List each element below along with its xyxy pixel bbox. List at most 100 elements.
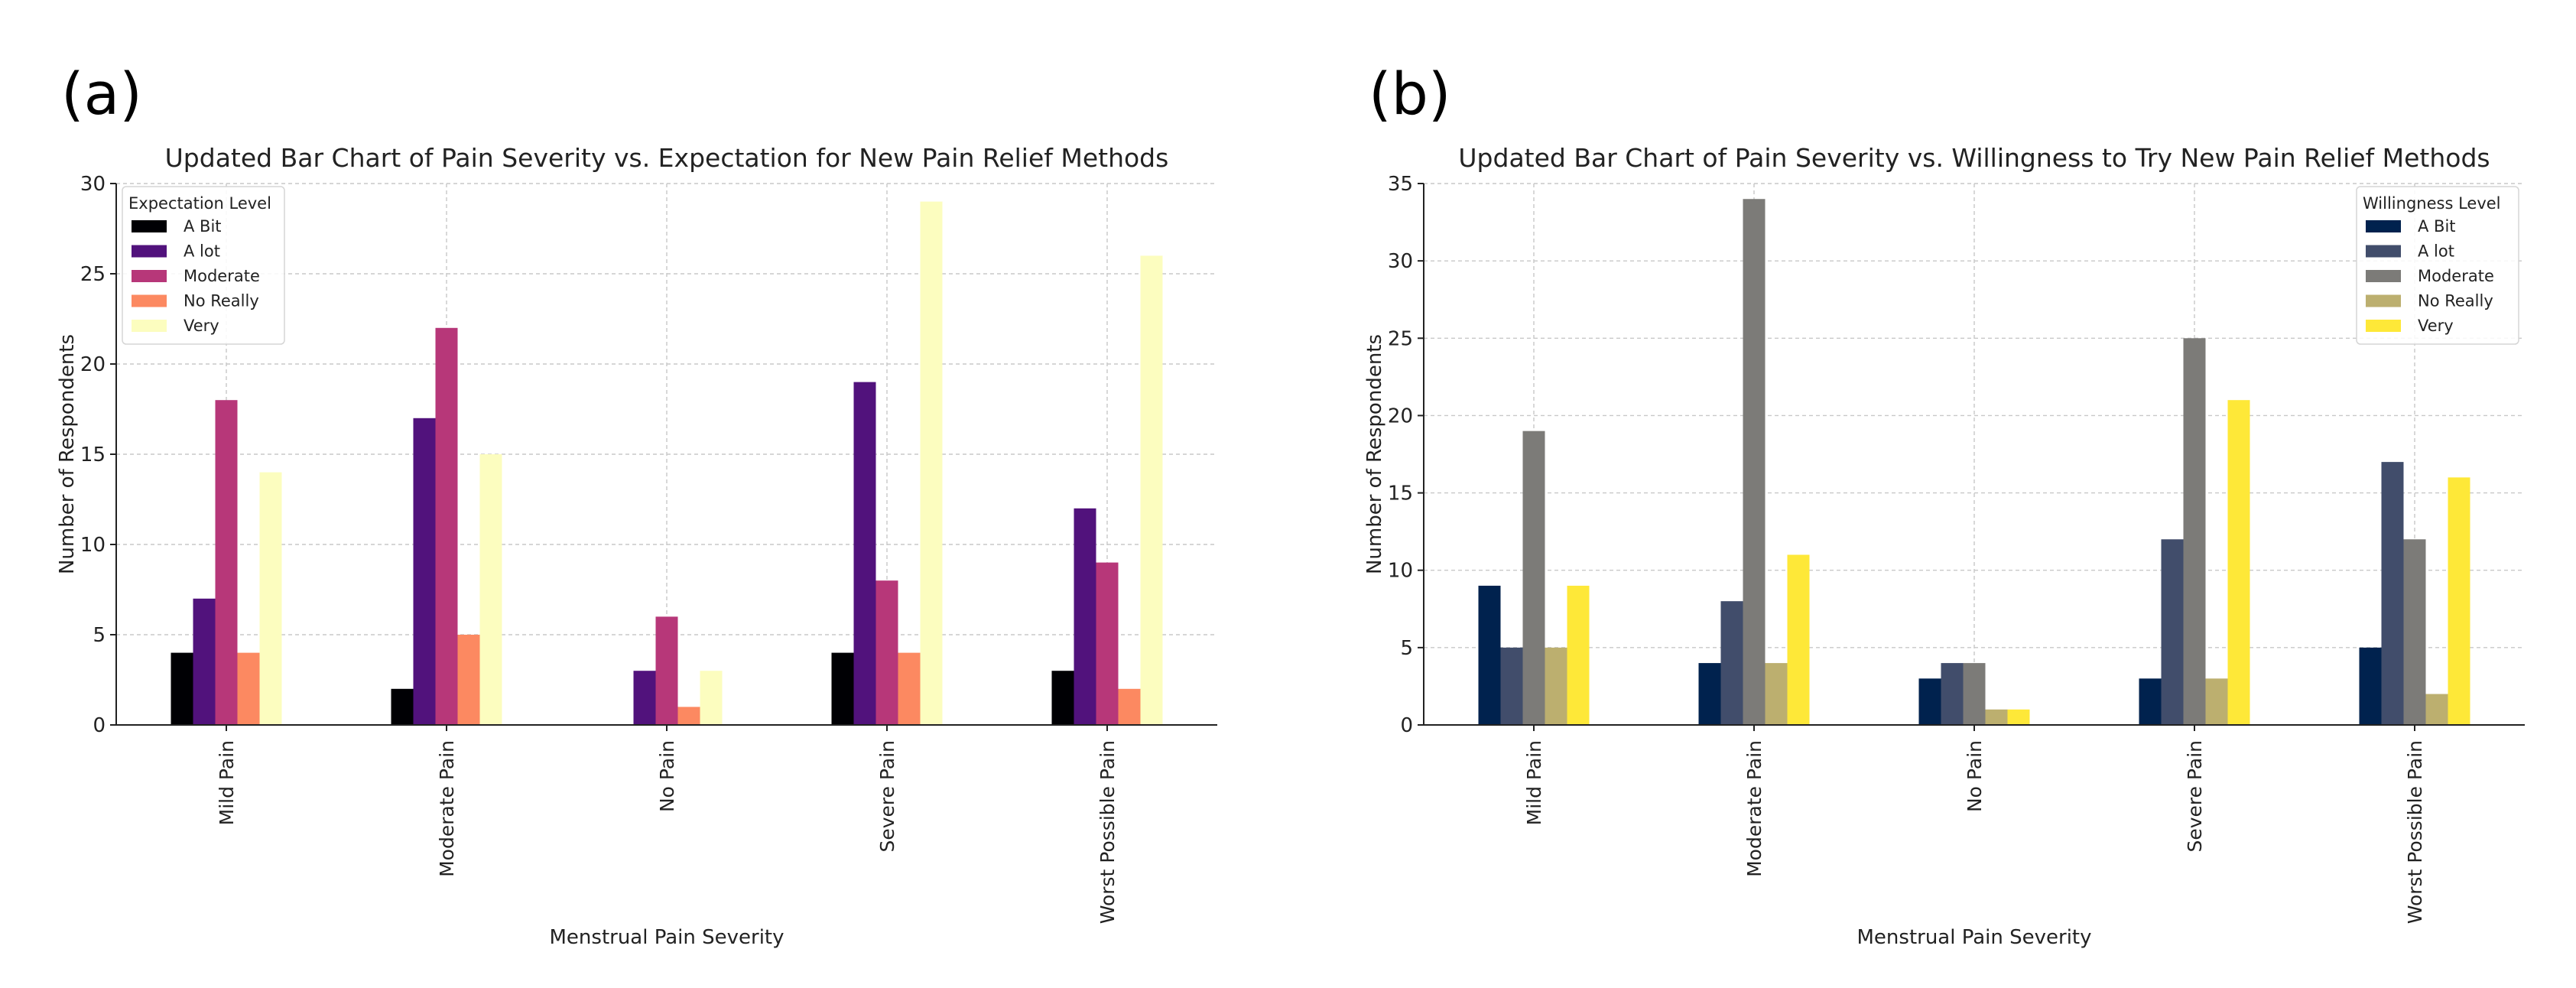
- bar-a-bit: [2139, 678, 2162, 725]
- expectation-bar-chart: Updated Bar Chart of Pain Severity vs. E…: [56, 143, 1217, 949]
- bar-very: [2227, 400, 2250, 725]
- panel-label-a: (a): [61, 60, 142, 128]
- bar-a-lot: [853, 382, 876, 725]
- bar-very: [700, 671, 723, 725]
- legend-swatch: [2366, 294, 2401, 307]
- bar-no-really: [898, 652, 921, 725]
- legend-title: Expectation Level: [128, 194, 271, 213]
- bar-no-really: [1118, 688, 1141, 725]
- bar-a-lot: [2381, 462, 2404, 725]
- x-tick-label: No Pain: [1964, 740, 1986, 812]
- bar-a-lot: [1941, 663, 1964, 725]
- bar-moderate: [655, 616, 678, 725]
- legend-swatch: [132, 320, 167, 332]
- bar-a-bit: [1918, 678, 1941, 725]
- bar-no-really: [1765, 663, 1788, 725]
- y-tick-label: 5: [1400, 637, 1413, 660]
- bar-very: [1567, 585, 1590, 725]
- bar-a-bit: [1478, 585, 1501, 725]
- bar-very: [259, 472, 282, 725]
- legend-entry: No Really: [2418, 292, 2493, 310]
- bar-moderate: [1522, 431, 1545, 725]
- legend-entry: Very: [2418, 317, 2454, 335]
- bar-no-really: [2425, 694, 2448, 725]
- legend-entry: A Bit: [184, 217, 222, 236]
- bar-moderate: [435, 327, 458, 725]
- bar-a-bit: [171, 652, 193, 725]
- panel-label-b: (b): [1369, 60, 1451, 128]
- y-tick-label: 15: [80, 444, 106, 466]
- bar-a-bit: [1051, 671, 1074, 725]
- y-axis-label: Number of Respondents: [56, 334, 79, 574]
- x-tick-label: Worst Possible Pain: [2404, 740, 2426, 924]
- legend-swatch: [2366, 270, 2401, 282]
- x-tick-label: Worst Possible Pain: [1096, 740, 1119, 924]
- willingness-bar-chart: Updated Bar Chart of Pain Severity vs. W…: [1363, 143, 2525, 949]
- legend-entry: Moderate: [2418, 267, 2494, 285]
- y-tick-label: 30: [1388, 250, 1413, 273]
- bar-no-really: [1545, 647, 1567, 725]
- y-tick-label: 30: [80, 173, 106, 196]
- bar-very: [1140, 255, 1163, 725]
- legend-swatch: [132, 245, 167, 258]
- x-tick-label: Moderate Pain: [436, 740, 458, 877]
- legend-swatch: [2366, 245, 2401, 258]
- bar-moderate: [875, 580, 898, 725]
- bar-moderate: [215, 400, 238, 725]
- bar-moderate: [1963, 663, 1986, 725]
- legend-entry: A lot: [184, 242, 220, 261]
- bar-very: [2007, 709, 2030, 725]
- bar-a-bit: [1698, 663, 1721, 725]
- legend-swatch: [132, 220, 167, 232]
- y-tick-label: 5: [93, 624, 106, 647]
- bar-a-lot: [2161, 539, 2184, 725]
- y-tick-label: 35: [1388, 173, 1413, 196]
- bar-very: [2448, 477, 2470, 725]
- legend-title: Willingness Level: [2363, 194, 2501, 213]
- bar-a-lot: [1720, 601, 1743, 725]
- y-tick-label: 20: [80, 353, 106, 376]
- x-axis-label: Menstrual Pain Severity: [1856, 926, 2091, 949]
- x-tick-label: Severe Pain: [876, 740, 898, 853]
- bar-no-really: [2205, 678, 2228, 725]
- bar-very: [479, 454, 502, 725]
- bar-a-bit: [831, 652, 854, 725]
- bar-very: [920, 201, 943, 726]
- legend-entry: No Really: [184, 292, 259, 310]
- legend-swatch: [132, 294, 167, 307]
- x-axis-label: Menstrual Pain Severity: [549, 926, 784, 949]
- y-tick-label: 0: [1400, 714, 1413, 737]
- bar-moderate: [2183, 338, 2206, 725]
- bar-no-really: [1985, 709, 2008, 725]
- bar-no-really: [237, 652, 260, 725]
- bar-a-lot: [413, 418, 436, 725]
- bar-a-bit: [2359, 647, 2382, 725]
- bar-a-lot: [1500, 647, 1523, 725]
- y-tick-label: 20: [1388, 405, 1413, 427]
- bar-a-lot: [633, 671, 656, 725]
- y-tick-label: 25: [80, 263, 106, 286]
- x-tick-label: Moderate Pain: [1743, 740, 1766, 877]
- x-tick-label: Severe Pain: [2184, 740, 2206, 853]
- legend-swatch: [132, 270, 167, 282]
- y-tick-label: 10: [80, 534, 106, 557]
- legend-entry: A lot: [2418, 242, 2454, 261]
- legend-entry: Very: [184, 317, 219, 335]
- chart-title: Updated Bar Chart of Pain Severity vs. W…: [1458, 143, 2490, 173]
- bar-a-lot: [1074, 508, 1096, 725]
- bar-moderate: [1743, 199, 1766, 725]
- bar-very: [1787, 554, 1810, 725]
- bar-a-bit: [391, 688, 414, 725]
- bar-moderate: [1096, 562, 1119, 725]
- legend-entry: A Bit: [2418, 217, 2456, 236]
- x-tick-label: Mild Pain: [1523, 740, 1545, 825]
- x-tick-label: Mild Pain: [216, 740, 238, 825]
- y-tick-label: 15: [1388, 483, 1413, 505]
- y-axis-label: Number of Respondents: [1363, 334, 1386, 574]
- legend-swatch: [2366, 320, 2401, 332]
- legend-swatch: [2366, 220, 2401, 232]
- x-tick-label: No Pain: [656, 740, 678, 812]
- bar-no-really: [457, 635, 480, 725]
- bar-a-lot: [193, 598, 216, 725]
- y-tick-label: 25: [1388, 327, 1413, 350]
